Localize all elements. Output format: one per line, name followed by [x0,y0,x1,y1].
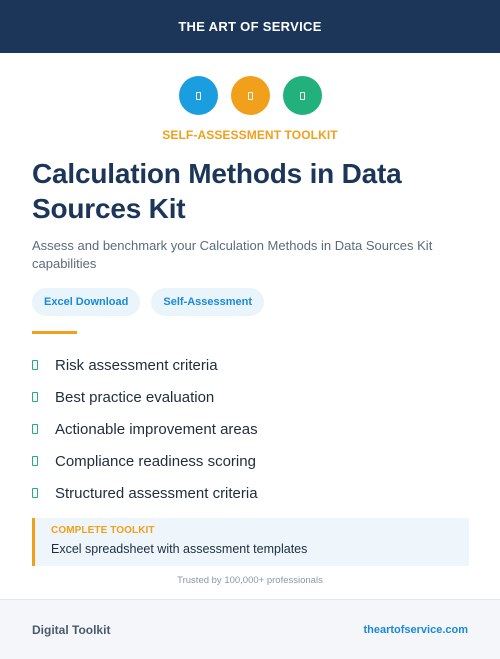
feature-label: Risk assessment criteria [55,356,218,374]
icon-row [0,76,500,115]
tag-self-assessment: Self-Assessment [151,288,265,316]
document-icon [247,91,253,100]
document-icon-green [282,76,322,115]
feature-item: Structured assessment criteria [32,477,258,509]
subtitle: Assess and benchmark your Calculation Me… [32,238,433,271]
footer-label: Digital Toolkit [32,622,111,637]
trusted-note: Trusted by 100,000+ professionals [177,575,323,586]
check-icon [32,360,38,370]
page-title: Calculation Methods in Data Sources Kit [32,156,472,226]
footer: Digital Toolkit theartofservice.com [0,599,500,659]
feature-item: Best practice evaluation [32,381,258,413]
feature-label: Compliance readiness scoring [55,452,256,470]
check-icon [32,456,38,466]
feature-label: Actionable improvement areas [55,420,258,438]
top-banner: THE ART OF SERVICE [0,0,500,53]
accent-divider [32,331,77,334]
document-icon-orange [230,76,270,115]
document-icon-blue [178,76,218,115]
feature-list: Risk assessment criteria Best practice e… [32,349,258,509]
callout-text: Excel spreadsheet with assessment templa… [51,542,308,556]
website-link[interactable]: theartofservice.com [363,623,468,636]
check-icon [32,392,38,402]
feature-item: Risk assessment criteria [32,349,258,381]
toolkit-callout: COMPLETE TOOLKIT Excel spreadsheet with … [32,518,469,566]
check-icon [32,424,38,434]
check-icon [32,488,38,498]
tag-list: Excel Download Self-Assessment [32,288,265,316]
feature-item: Compliance readiness scoring [32,445,258,477]
document-icon [195,91,201,100]
kicker-label: SELF-ASSESSMENT TOOLKIT [162,128,338,142]
tag-excel-download: Excel Download [32,288,141,316]
feature-item: Actionable improvement areas [32,413,258,445]
feature-label: Best practice evaluation [55,388,215,406]
document-icon [299,91,305,100]
brand-name: THE ART OF SERVICE [178,19,322,34]
feature-label: Structured assessment criteria [55,484,258,502]
title-line-2: Sources Kit [32,193,186,224]
title-line-1: Calculation Methods in Data [32,158,402,189]
callout-label: COMPLETE TOOLKIT [51,525,155,536]
